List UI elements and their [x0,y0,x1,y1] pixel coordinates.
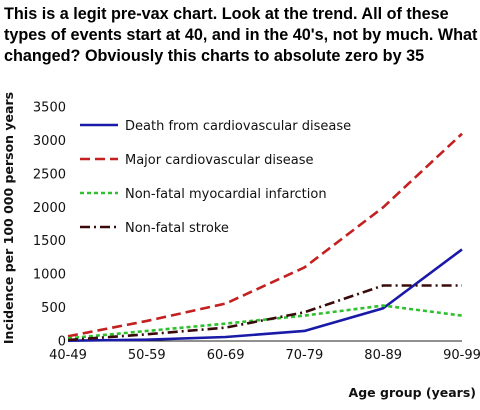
series-line [67,248,463,342]
x-tick-label: 80-89 [364,348,402,363]
legend-label: Major cardiovascular disease [125,153,314,168]
series-line [67,132,463,338]
y-tick-label: 1500 [33,234,66,249]
y-tick-label: 3000 [33,134,66,149]
series-lines [67,132,463,342]
y-axis-ticks: 0 500 1000 1500 2000 2500 3000 3500 [33,101,66,350]
legend-label: Non-fatal stroke [125,221,229,236]
y-tick-label: 500 [41,301,66,316]
x-axis-ticks: 40-49 50-59 60-69 70-79 80-89 90-99 [49,348,480,363]
y-tick-label: 2000 [33,201,66,216]
x-tick-label: 40-49 [49,348,87,363]
y-tick-label: 3500 [33,101,66,116]
x-axis-label: Age group (years) [349,385,476,400]
series-line [67,284,462,342]
y-tick-label: 0 [58,335,66,350]
legend-label: Death from cardiovascular disease [125,119,351,134]
y-tick-label: 1000 [33,268,66,283]
x-tick-label: 60-69 [207,348,245,363]
series-line [67,304,463,340]
y-tick-label: 2500 [33,167,66,182]
legend-label: Non-fatal myocardial infarction [125,187,327,202]
y-axis-label: Incidence per 100 000 person years [1,92,16,344]
legend: Death from cardiovascular disease Major c… [80,119,351,236]
x-tick-label: 50-59 [128,348,166,363]
x-tick-label: 90-99 [443,348,480,363]
x-tick-label: 70-79 [286,348,324,363]
caption-text: This is a legit pre-vax chart. Look at t… [4,5,478,65]
